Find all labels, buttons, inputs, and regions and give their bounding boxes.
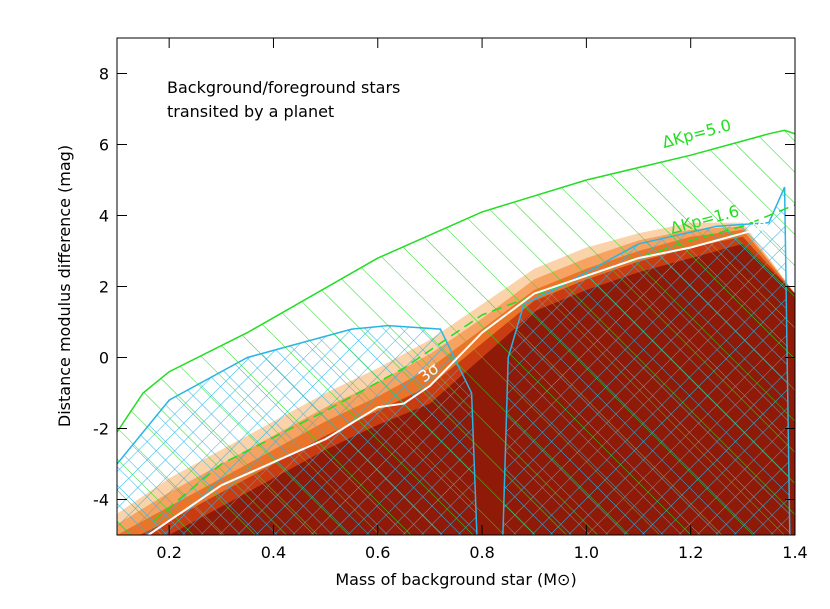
x-axis-title: Mass of background star (M⊙)	[335, 570, 576, 589]
y-tick-label: 4	[99, 207, 109, 226]
x-tick-label: 1.2	[678, 543, 703, 562]
x-tick-label: 1.4	[782, 543, 807, 562]
y-tick-label: -4	[93, 491, 109, 510]
y-tick-label: 0	[99, 349, 109, 368]
x-tick-label: 0.8	[469, 543, 494, 562]
x-tick-label: 0.2	[156, 543, 181, 562]
y-tick-label: 8	[99, 65, 109, 84]
x-tick-label: 0.4	[261, 543, 286, 562]
annotation: transited by a planet	[167, 102, 334, 121]
y-tick-label: 6	[99, 136, 109, 155]
contour-line	[117, 129, 795, 433]
x-tick-label: 1.0	[574, 543, 599, 562]
y-axis-title: Distance modulus difference (mag)	[55, 145, 74, 427]
contour-line	[153, 204, 795, 522]
plot-area	[117, 129, 795, 535]
annotation: Background/foreground stars	[167, 78, 400, 97]
y-tick-label: -2	[93, 420, 109, 439]
contour-line	[147, 225, 770, 535]
curve-label: 3σ	[745, 215, 768, 237]
x-tick-label: 0.6	[365, 543, 390, 562]
y-tick-label: 2	[99, 278, 109, 297]
hatched-region	[117, 130, 795, 535]
